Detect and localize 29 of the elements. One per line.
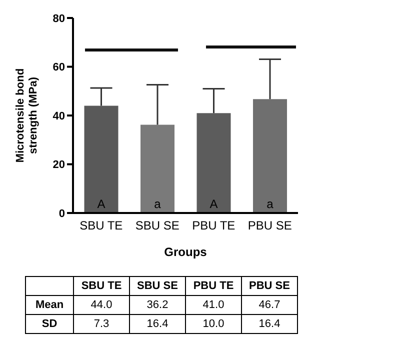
y-axis-title: Microtensile bond strength (MPa)	[14, 68, 40, 163]
category-label: PBU TE	[193, 280, 234, 292]
data-label: 41.0	[186, 296, 242, 314]
x-axis-title: Groups	[164, 245, 208, 259]
category-label: PBU SE	[249, 280, 290, 292]
x-tick-label: SBU SE	[135, 218, 180, 233]
annotation: A	[210, 197, 218, 212]
x-tick-label: PBU SE	[248, 218, 292, 233]
text: 16.4	[242, 314, 298, 334]
category-label: SBU SE	[137, 280, 178, 292]
data-label: 46.7	[242, 296, 298, 314]
y-tick-label: 60	[52, 62, 65, 74]
text: Mean	[26, 296, 74, 314]
annotation: a	[154, 197, 162, 212]
text: SD	[26, 314, 74, 334]
y-tick-label: 20	[52, 159, 65, 172]
y-tick-label: 40	[52, 110, 65, 122]
x-tick-label: SBU TE	[80, 218, 123, 233]
data-label: 44.0	[74, 296, 130, 314]
text: 16.4	[130, 314, 186, 334]
category-label: SBU TE	[81, 280, 122, 292]
annotation: A	[97, 197, 106, 212]
x-tick-label: PBU TE	[192, 218, 236, 233]
text: 10.0	[186, 314, 242, 334]
y-tick-label: 0	[58, 208, 65, 220]
annotation: a	[266, 197, 274, 212]
data-label: 36.2	[130, 296, 186, 314]
y-tick-label: 80	[52, 12, 65, 25]
text: 7.3	[74, 314, 130, 334]
